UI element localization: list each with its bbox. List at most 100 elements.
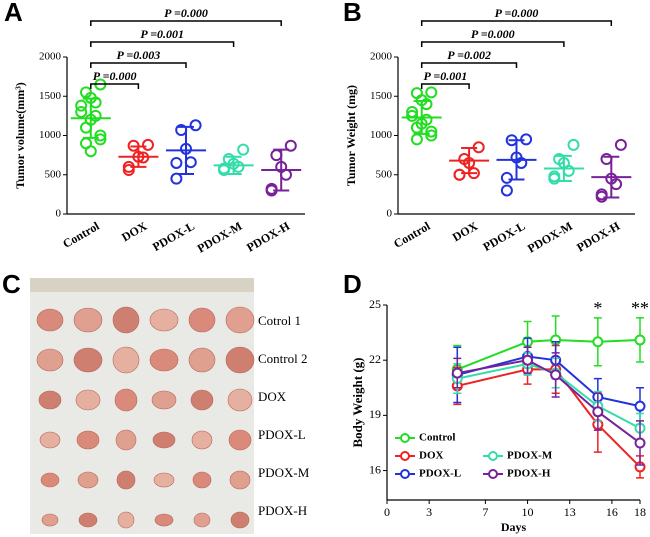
- x-tick-label: PDOX-L: [481, 219, 528, 254]
- legend-label: DOX: [419, 450, 444, 462]
- tumor: [36, 308, 64, 332]
- data-point: [284, 139, 297, 152]
- error-bar: [413, 99, 430, 135]
- series-line: [457, 355, 641, 408]
- error-bar: [508, 139, 525, 181]
- y-tick-label: 500: [376, 168, 393, 180]
- tumor: [77, 471, 99, 489]
- annotation: P =0.001: [140, 27, 184, 41]
- x-axis-label: Days: [501, 520, 527, 534]
- x-tick-label: PDOX-H: [244, 219, 293, 255]
- legend-marker: [488, 451, 498, 461]
- x-tick-label: DOX: [450, 219, 480, 245]
- x-tick-label: PDOX-L: [150, 219, 197, 254]
- data-point: [80, 121, 92, 134]
- legend-marker: [400, 469, 410, 479]
- tumor: [191, 430, 213, 450]
- data-point: [634, 334, 646, 346]
- y-axis-label: Body Weight (g): [350, 357, 365, 447]
- tumor: [75, 389, 101, 411]
- data-point: [634, 437, 646, 449]
- x-tick-label: 7: [482, 505, 488, 519]
- annotation: P =0.003: [117, 48, 161, 62]
- panel-label: A: [4, 0, 23, 27]
- y-axis-label: Tumor volume(mm³): [13, 82, 27, 189]
- error-bar: [178, 125, 194, 175]
- legend-label: PDOX-L: [419, 468, 461, 480]
- error-bar: [461, 147, 478, 175]
- row-label: Control 2: [258, 351, 307, 366]
- annotation: P =0.001: [424, 69, 468, 83]
- annotation: **: [631, 298, 649, 318]
- data-point: [270, 149, 283, 162]
- legend-label: PDOX-M: [507, 450, 553, 462]
- significance-bracket: [90, 83, 140, 89]
- tumor: [36, 348, 64, 372]
- data-point: [142, 138, 154, 151]
- data-point: [522, 354, 534, 366]
- x-tick-label: Control: [391, 219, 433, 251]
- data-point: [406, 109, 419, 122]
- error-bar: [82, 97, 99, 139]
- y-tick-label: 1000: [370, 129, 393, 141]
- tumor: [73, 307, 103, 333]
- tumor: [153, 472, 175, 488]
- y-tick-label: 500: [45, 168, 62, 180]
- tumor: [229, 470, 251, 490]
- tumor: [225, 346, 255, 374]
- error-bar: [555, 154, 572, 183]
- series-line: [456, 338, 641, 371]
- x-tick-label: DOX: [119, 219, 149, 245]
- data-point: [634, 400, 646, 412]
- y-tick-label: 2000: [39, 51, 62, 63]
- annotation: P =0.000: [164, 6, 208, 20]
- tumor: [190, 389, 214, 411]
- data-point: [600, 153, 613, 166]
- photo-background: [30, 278, 254, 534]
- data-point: [451, 367, 463, 379]
- data-point: [75, 105, 88, 118]
- tumor: [116, 470, 136, 490]
- annotation: *: [593, 298, 602, 318]
- legend-label: Control: [419, 432, 455, 444]
- x-tick-label: 18: [634, 505, 646, 519]
- x-tick-label: 10: [522, 505, 534, 519]
- tumor: [152, 431, 176, 449]
- data-point: [280, 168, 292, 181]
- annotation: P =0.002: [447, 48, 491, 62]
- tumor: [112, 306, 140, 334]
- error-bar: [130, 145, 147, 168]
- legend-marker: [488, 469, 498, 479]
- x-tick-label: Control: [60, 219, 102, 251]
- data-point: [562, 164, 575, 177]
- x-tick-label: 0: [384, 505, 390, 519]
- y-tick-label: 0: [56, 208, 62, 220]
- panel-label: C: [2, 269, 21, 299]
- tumor: [117, 511, 135, 529]
- tumor: [38, 390, 62, 410]
- x-tick-label: 3: [426, 505, 432, 519]
- legend-marker: [400, 433, 410, 443]
- tumor: [78, 512, 98, 528]
- y-tick-label: 16: [369, 462, 381, 476]
- data-point: [184, 156, 197, 169]
- data-point: [592, 406, 604, 418]
- data-point: [425, 129, 438, 142]
- tumor: [112, 346, 140, 374]
- tumor: [39, 431, 61, 449]
- tumor: [225, 306, 255, 334]
- tumor: [230, 511, 250, 529]
- row-label: DOX: [258, 389, 287, 404]
- y-axis-label: Tumor Weight (mg): [344, 85, 358, 186]
- data-point: [170, 156, 183, 169]
- data-point: [84, 145, 97, 158]
- annotation: P =0.000: [93, 69, 137, 83]
- panel-label: D: [343, 269, 362, 299]
- data-point: [550, 369, 562, 381]
- data-point: [425, 125, 438, 138]
- annotation: P =0.000: [495, 6, 539, 20]
- tumor: [192, 471, 212, 489]
- significance-bracket: [420, 20, 613, 26]
